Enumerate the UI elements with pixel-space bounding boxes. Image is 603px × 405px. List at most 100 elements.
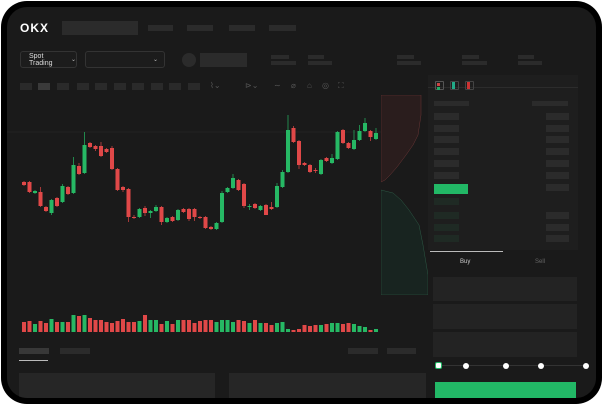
draw-icon[interactable]: ⌀ [291, 81, 296, 90]
ask-row[interactable] [434, 160, 459, 167]
candle-body [49, 200, 54, 213]
filter-button[interactable] [348, 348, 378, 354]
volume-bar [66, 322, 70, 332]
slider-step[interactable] [503, 363, 509, 369]
timeframe-button[interactable] [151, 83, 163, 90]
candle-body [209, 227, 213, 229]
tab-order-history[interactable] [60, 348, 90, 354]
candle-body [66, 187, 70, 194]
bid-row[interactable] [434, 198, 459, 205]
timeframe-button[interactable] [188, 83, 200, 90]
candle-type-icon[interactable]: ⌇⌄ [210, 81, 221, 90]
volume-bar [126, 322, 131, 332]
market-selector[interactable]: Spot Trading ⌄ [20, 51, 77, 68]
candle-body [341, 130, 345, 143]
nav-item[interactable] [269, 25, 296, 31]
slider-step[interactable] [583, 363, 589, 369]
candle-body [33, 191, 37, 193]
candle-body [44, 207, 48, 211]
candle-body [352, 140, 356, 149]
ask-row[interactable] [434, 125, 459, 132]
volume-bar [88, 318, 92, 332]
slider-step[interactable] [463, 363, 469, 369]
candle-body [220, 193, 224, 222]
orderbook-header [434, 101, 469, 106]
book-bids-icon[interactable] [450, 81, 459, 90]
fullscreen-icon[interactable]: ⛶ [338, 81, 344, 90]
volume-bar [308, 326, 312, 332]
candle-body [93, 146, 98, 149]
indicator-icon[interactable]: ⊳⌄ [245, 81, 259, 90]
candle-body [88, 143, 92, 147]
ask-row[interactable] [434, 148, 459, 155]
amount-input[interactable] [433, 304, 577, 329]
volume-bar [319, 325, 323, 332]
candlestick-chart[interactable] [7, 95, 427, 335]
pair-selector[interactable]: ⌄ [85, 51, 165, 68]
volume-bar [346, 323, 351, 332]
volume-bar [209, 320, 213, 332]
camera-icon[interactable]: ⌂ [307, 81, 312, 90]
volume-bar [269, 325, 274, 332]
timeframe-button[interactable] [57, 83, 69, 90]
timeframe-button-active[interactable] [38, 83, 50, 90]
volume-bar [71, 315, 76, 332]
total-input[interactable] [433, 332, 577, 357]
candle-body [308, 165, 312, 172]
tab-open-orders[interactable] [19, 348, 49, 354]
chevron-down-icon: ⌄ [152, 57, 158, 63]
filter-button[interactable] [387, 348, 416, 354]
tab-buy[interactable]: Buy [460, 259, 471, 265]
candle-body [126, 189, 131, 217]
candle-body [264, 205, 268, 215]
volume-bar [121, 319, 125, 332]
timeframe-button[interactable] [132, 83, 144, 90]
volume-bar [203, 320, 208, 332]
chevron-down-icon: ⌄ [70, 57, 76, 63]
buy-button[interactable] [435, 382, 576, 398]
volume-bar [341, 324, 345, 332]
candle-body [27, 182, 32, 192]
ask-row[interactable] [434, 136, 459, 143]
timeframe-button[interactable] [77, 83, 89, 90]
active-tab-underline [19, 360, 48, 361]
candle-body [192, 209, 197, 217]
bid-row[interactable] [434, 212, 459, 219]
ask-row[interactable] [434, 113, 459, 120]
book-asks-icon[interactable] [465, 81, 474, 90]
candle-body [330, 158, 334, 163]
okx-logo[interactable]: OKX [20, 21, 50, 35]
search-bar[interactable] [62, 21, 138, 35]
stat [518, 61, 542, 65]
price-input[interactable] [433, 277, 577, 301]
nav-item[interactable] [187, 25, 213, 31]
nav-item[interactable] [229, 25, 255, 31]
candle-body [374, 133, 378, 139]
settings-icon[interactable]: ◎ [322, 81, 329, 90]
candle-body [132, 217, 136, 218]
bid-row[interactable] [434, 224, 459, 231]
timeframe-button[interactable] [95, 83, 107, 90]
candle-body [225, 188, 230, 192]
line-icon[interactable]: ∼ [274, 81, 281, 90]
slider-step[interactable] [538, 363, 544, 369]
candle-body [291, 128, 296, 142]
volume-bar [275, 323, 279, 332]
ask-row[interactable] [434, 172, 459, 179]
amount-slider-handle[interactable] [435, 362, 442, 369]
bid-row[interactable] [434, 235, 459, 242]
timeframe-button[interactable] [114, 83, 126, 90]
volume-bar [104, 322, 109, 332]
volume-bar [363, 327, 367, 332]
timeframe-button[interactable] [20, 83, 32, 90]
volume-bar [225, 320, 230, 332]
volume-bar [44, 323, 48, 332]
candle-body [170, 217, 175, 221]
book-both-icon[interactable] [435, 81, 444, 90]
amount-slider-track[interactable] [439, 365, 589, 366]
tab-sell[interactable]: Sell [535, 259, 546, 265]
candle-body [236, 180, 241, 190]
timeframe-button[interactable] [169, 83, 181, 90]
nav-item[interactable] [148, 25, 173, 31]
app-window: OKX Spot Trading ⌄ ⌄ ⌇⌄ ⊳⌄ ∼ ⌀ ⌂ ◎ ⛶ [7, 7, 596, 398]
